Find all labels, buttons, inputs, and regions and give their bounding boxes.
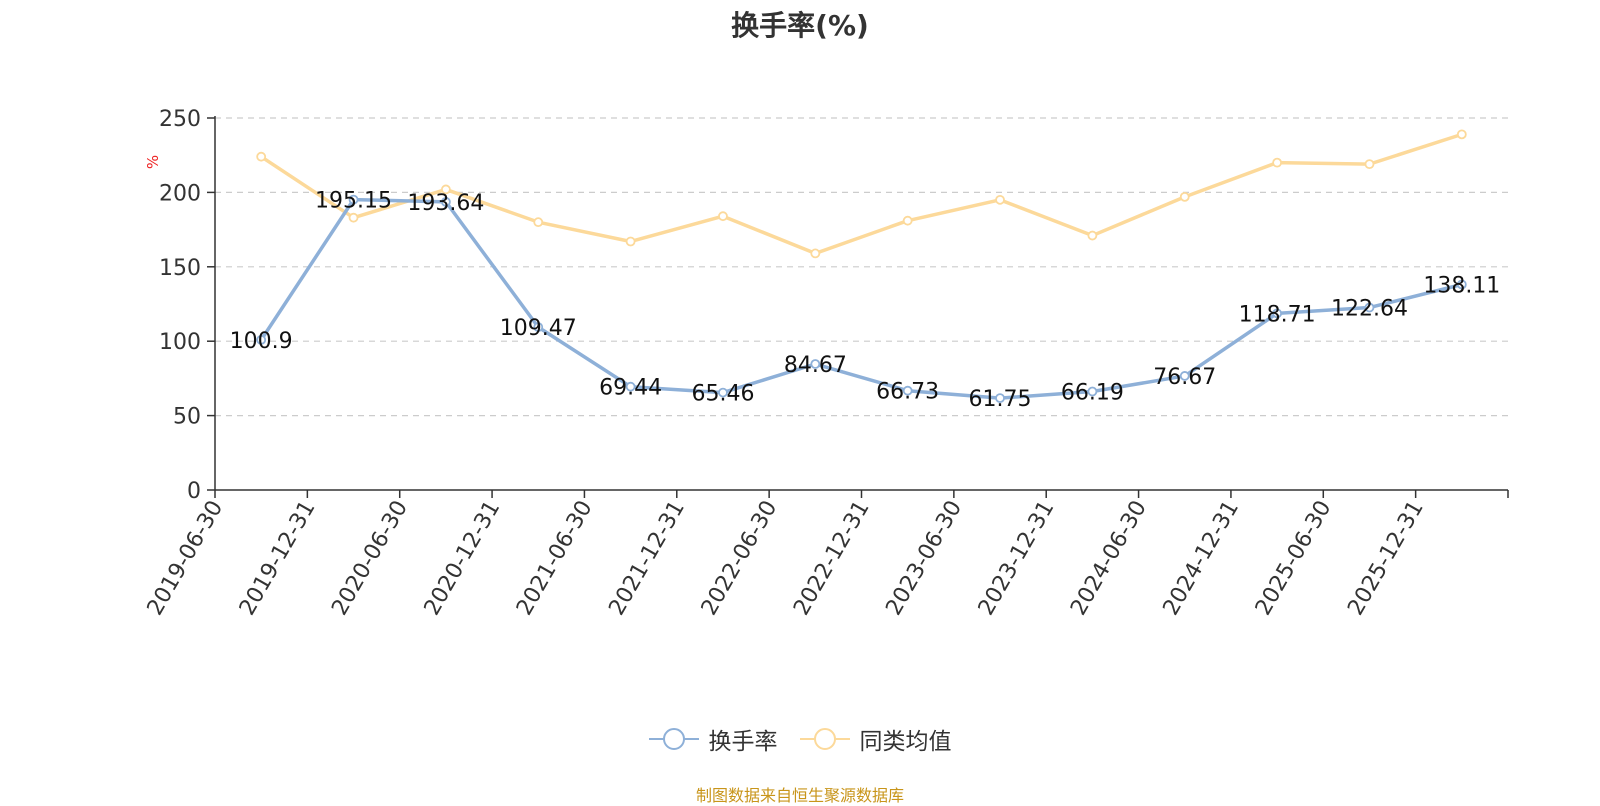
data-labels: 100.9 195.15 193.64 109.47 69.44 65.46 84.67 66… (230, 189, 1501, 412)
x-tick-label: 2024-06-30 (1066, 497, 1152, 620)
x-tick-label: 2019-12-31 (235, 497, 321, 620)
data-point-0 (810, 359, 821, 369)
legend-item-turnover[interactable]: 换手率 (648, 722, 778, 756)
y-tick-label: 0 (187, 479, 201, 504)
data-point-1 (533, 217, 544, 228)
data-point-0 (1272, 308, 1283, 319)
data-label: 100.9 (230, 329, 293, 354)
series-line-0 (259, 197, 1464, 400)
data-point-1 (256, 151, 267, 162)
data-label: 84.67 (784, 353, 847, 378)
data-point-1 (995, 194, 1005, 205)
y-axis-label: % (144, 155, 162, 169)
data-point-0 (1364, 302, 1375, 313)
x-tick-label: 2022-06-30 (697, 497, 783, 620)
data-point-0 (256, 334, 267, 345)
x-tick-label: 2021-06-30 (512, 497, 598, 620)
data-point-1 (1087, 230, 1098, 241)
y-tick-label: 100 (159, 330, 201, 355)
data-label: 66.19 (1061, 381, 1124, 406)
data-point-0 (1456, 279, 1467, 290)
legend[interactable]: 换手率 同类均值 (0, 722, 1600, 756)
data-label: 109.47 (500, 316, 577, 341)
data-point-1 (348, 212, 359, 223)
data-point-0 (533, 322, 544, 333)
series-lines (256, 129, 1467, 404)
data-point-0 (995, 393, 1005, 404)
data-label: 61.75 (969, 387, 1032, 412)
legend-item-peer-average[interactable]: 同类均值 (799, 722, 952, 756)
data-point-1 (718, 211, 728, 222)
data-point-1 (1272, 157, 1283, 168)
data-point-0 (902, 385, 913, 396)
data-point-1 (902, 215, 913, 226)
data-point-1 (625, 236, 636, 247)
x-tick-label: 2021-12-31 (604, 497, 690, 620)
series-line-1 (259, 132, 1464, 256)
legend-turnover-icon (648, 728, 699, 750)
x-tick-label: 2020-12-31 (420, 497, 506, 620)
data-point-0 (440, 196, 451, 207)
data-source-note: 制图数据来自恒生聚源数据库 (695, 786, 904, 805)
data-point-0 (1087, 386, 1098, 397)
x-tick-label: 2023-06-30 (881, 497, 967, 620)
data-label: 118.71 (1239, 302, 1316, 327)
chart-title: 换手率(%) (731, 9, 869, 42)
data-label: 195.15 (315, 189, 392, 214)
x-tick-label: 2025-12-31 (1343, 497, 1429, 620)
data-label: 69.44 (599, 376, 662, 401)
legend-peer-average-icon (799, 728, 850, 750)
x-tick-label: 2023-12-31 (974, 497, 1060, 620)
x-tick-label: 2020-06-30 (327, 497, 413, 620)
data-point-0 (1179, 371, 1190, 381)
y-tick-label: 250 (159, 107, 201, 132)
data-label: 193.64 (407, 191, 484, 216)
data-label: 122.64 (1331, 297, 1408, 322)
data-point-1 (1364, 159, 1375, 170)
x-tick-label: 2019-06-30 (143, 497, 229, 620)
data-point-1 (1179, 191, 1190, 202)
data-point-0 (625, 381, 636, 392)
data-label: 66.73 (876, 380, 939, 405)
data-point-1 (810, 248, 821, 259)
y-tick-label: 150 (159, 256, 201, 281)
data-label: 76.67 (1153, 365, 1216, 390)
legend-turnover-label: 换手率 (708, 729, 778, 755)
data-label: 138.11 (1423, 273, 1500, 298)
data-point-1 (1456, 129, 1467, 140)
y-tick-label: 200 (159, 181, 201, 206)
data-point-0 (718, 387, 728, 398)
data-point-0 (348, 194, 359, 205)
y-tick-label: 50 (173, 405, 201, 430)
data-label: 65.46 (691, 382, 754, 407)
x-tick-label: 2022-12-31 (789, 497, 875, 620)
data-point-1 (440, 184, 451, 195)
legend-peer-average-label: 同类均值 (859, 729, 952, 755)
x-tick-label: 2025-06-30 (1251, 497, 1337, 620)
x-tick-label: 2024-12-31 (1159, 497, 1245, 620)
